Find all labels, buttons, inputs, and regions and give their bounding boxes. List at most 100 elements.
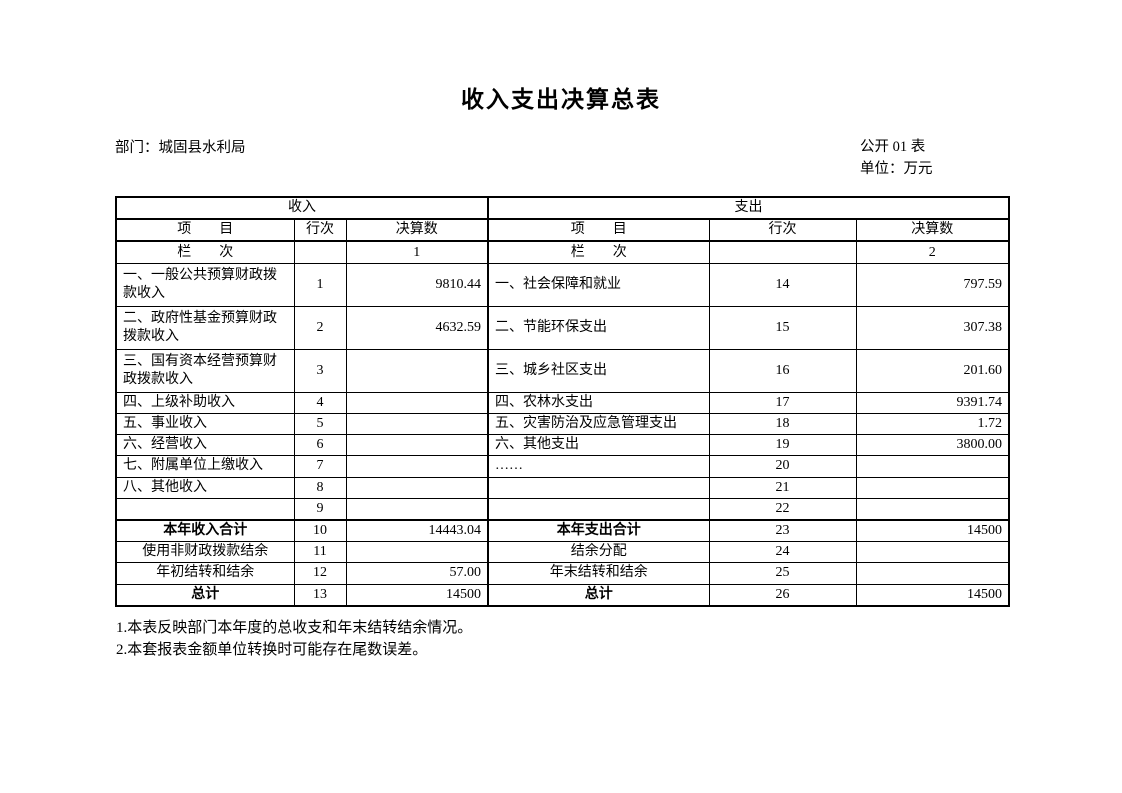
expense-item-cell: 结余分配 [487, 541, 710, 564]
income-item-cell: 年初结转和结余 [115, 562, 295, 585]
expense-rowno-cell: 25 [708, 562, 857, 585]
expense-index-label: 栏 次 [487, 240, 710, 264]
income-item-cell: 本年收入合计 [115, 519, 295, 543]
income-rowno-cell: 11 [293, 541, 347, 564]
income-rowno-cell: 10 [293, 519, 347, 543]
income-item-cell: 使用非财政拨款结余 [115, 541, 295, 564]
expense-rowno-cell: 24 [708, 541, 857, 564]
expense-rowno-cell: 19 [708, 434, 857, 457]
income-index-label: 栏 次 [115, 240, 295, 264]
expense-rowno-cell: 14 [708, 262, 857, 307]
column-header-row: 项 目 行次 决算数 项 目 行次 决算数 [115, 218, 1010, 243]
page-title: 收入支出决算总表 [461, 87, 661, 112]
income-item-cell: 二、政府性基金预算财政拨款收入 [115, 305, 295, 350]
income-amount-cell [345, 455, 489, 478]
expense-item-cell: 六、其他支出 [487, 434, 710, 457]
expense-amount-cell [855, 541, 1010, 564]
income-amount-cell: 57.00 [345, 562, 489, 585]
table-row: 四、上级补助收入 4 四、农林水支出 17 9391.74 [115, 391, 1010, 415]
expense-amount-cell: 307.38 [855, 305, 1010, 350]
income-rowno-cell: 9 [293, 497, 347, 521]
table-row: 总计 13 14500 总计 26 14500 [115, 583, 1010, 607]
income-section-header: 收入 [115, 196, 489, 221]
income-item-cell: 总计 [115, 583, 295, 607]
income-rowno-cell: 1 [293, 262, 347, 307]
department-label: 部门：城固县水利局 [115, 140, 246, 156]
income-amount-cell: 14500 [345, 583, 489, 607]
expense-amount-cell: 797.59 [855, 262, 1010, 307]
expense-amount-cell: 14500 [855, 519, 1010, 543]
table-row: 年初结转和结余 12 57.00 年末结转和结余 25 [115, 562, 1010, 585]
income-amount-cell [345, 413, 489, 436]
expense-amount-cell: 14500 [855, 583, 1010, 607]
expense-item-cell: 一、社会保障和就业 [487, 262, 710, 307]
table-row: 七、附属单位上缴收入 7 …… 20 [115, 455, 1010, 478]
expense-rowno-cell: 15 [708, 305, 857, 350]
table-code-label: 公开 01 表 [860, 139, 926, 155]
expense-section-header: 支出 [487, 196, 1010, 221]
expense-amount-header: 决算数 [855, 218, 1010, 243]
income-index-empty [293, 240, 347, 264]
expense-item-cell: 五、灾害防治及应急管理支出 [487, 413, 710, 436]
footnote-2: 2.本套报表金额单位转换时可能存在尾数误差。 [116, 642, 428, 658]
income-item-cell: 七、附属单位上缴收入 [115, 455, 295, 478]
table-row: 使用非财政拨款结余 11 结余分配 24 [115, 541, 1010, 564]
expense-rowno-cell: 26 [708, 583, 857, 607]
income-amount-cell [345, 391, 489, 415]
expense-rowno-cell: 21 [708, 476, 857, 499]
table-row: 9 22 [115, 497, 1010, 521]
expense-item-header: 项 目 [487, 218, 710, 243]
footnote-1: 1.本表反映部门本年度的总收支和年末结转结余情况。 [116, 620, 473, 636]
column-index-row: 栏 次 1 栏 次 2 [115, 240, 1010, 264]
expense-amount-cell [855, 476, 1010, 499]
income-amount-cell: 4632.59 [345, 305, 489, 350]
expense-item-cell: 年末结转和结余 [487, 562, 710, 585]
expense-amount-cell [855, 455, 1010, 478]
expense-item-cell: 总计 [487, 583, 710, 607]
expense-rowno-cell: 22 [708, 497, 857, 521]
table-row: 二、政府性基金预算财政拨款收入 2 4632.59 二、节能环保支出 15 307.38 [115, 305, 1010, 350]
income-item-cell: 六、经营收入 [115, 434, 295, 457]
expense-col-number: 2 [855, 240, 1010, 264]
table-row: 八、其他收入 8 21 [115, 476, 1010, 499]
expense-amount-cell: 201.60 [855, 348, 1010, 393]
income-rowno-cell: 8 [293, 476, 347, 499]
expense-item-cell: 四、农林水支出 [487, 391, 710, 415]
footnotes: 1.本表反映部门本年度的总收支和年末结转结余情况。 2.本套报表金额单位转换时可… [116, 617, 472, 661]
expense-rowno-cell: 23 [708, 519, 857, 543]
income-item-cell [115, 497, 295, 521]
income-amount-cell [345, 434, 489, 457]
expense-item-cell [487, 497, 710, 521]
income-col-number: 1 [345, 240, 489, 264]
expense-rowno-cell: 16 [708, 348, 857, 393]
expense-item-cell: …… [487, 455, 710, 478]
expense-rowno-cell: 20 [708, 455, 857, 478]
income-rowno-header: 行次 [293, 218, 347, 243]
expense-amount-cell [855, 562, 1010, 585]
income-item-cell: 三、国有资本经营预算财政拨款收入 [115, 348, 295, 393]
table-row: 一、一般公共预算财政拨款收入 1 9810.44 一、社会保障和就业 14 797.59 [115, 262, 1010, 307]
income-item-cell: 一、一般公共预算财政拨款收入 [115, 262, 295, 307]
income-rowno-cell: 2 [293, 305, 347, 350]
table-row: 六、经营收入 6 六、其他支出 19 3800.00 [115, 434, 1010, 457]
income-rowno-cell: 12 [293, 562, 347, 585]
income-item-cell: 四、上级补助收入 [115, 391, 295, 415]
income-rowno-cell: 4 [293, 391, 347, 415]
income-amount-cell: 9810.44 [345, 262, 489, 307]
table-row: 三、国有资本经营预算财政拨款收入 3 三、城乡社区支出 16 201.60 [115, 348, 1010, 393]
expense-item-cell: 二、节能环保支出 [487, 305, 710, 350]
expense-item-cell: 本年支出合计 [487, 519, 710, 543]
income-amount-header: 决算数 [345, 218, 489, 243]
table-row: 五、事业收入 5 五、灾害防治及应急管理支出 18 1.72 [115, 413, 1010, 436]
expense-rowno-cell: 17 [708, 391, 857, 415]
income-amount-cell [345, 476, 489, 499]
expense-rowno-header: 行次 [708, 218, 857, 243]
expense-amount-cell [855, 497, 1010, 521]
income-rowno-cell: 13 [293, 583, 347, 607]
table-meta: 公开 01 表 单位：万元 [860, 136, 933, 180]
expense-item-cell: 三、城乡社区支出 [487, 348, 710, 393]
expense-index-empty [708, 240, 857, 264]
income-amount-cell [345, 348, 489, 393]
income-amount-cell: 14443.04 [345, 519, 489, 543]
income-item-header: 项 目 [115, 218, 295, 243]
